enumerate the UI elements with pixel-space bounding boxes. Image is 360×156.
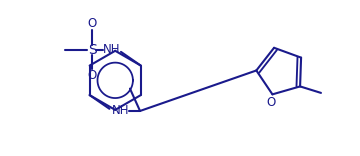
Text: O: O [87, 17, 97, 30]
Text: S: S [88, 43, 96, 57]
Text: O: O [266, 96, 275, 109]
Text: O: O [87, 69, 97, 82]
Text: NH: NH [103, 43, 121, 56]
Text: NH: NH [112, 105, 129, 117]
